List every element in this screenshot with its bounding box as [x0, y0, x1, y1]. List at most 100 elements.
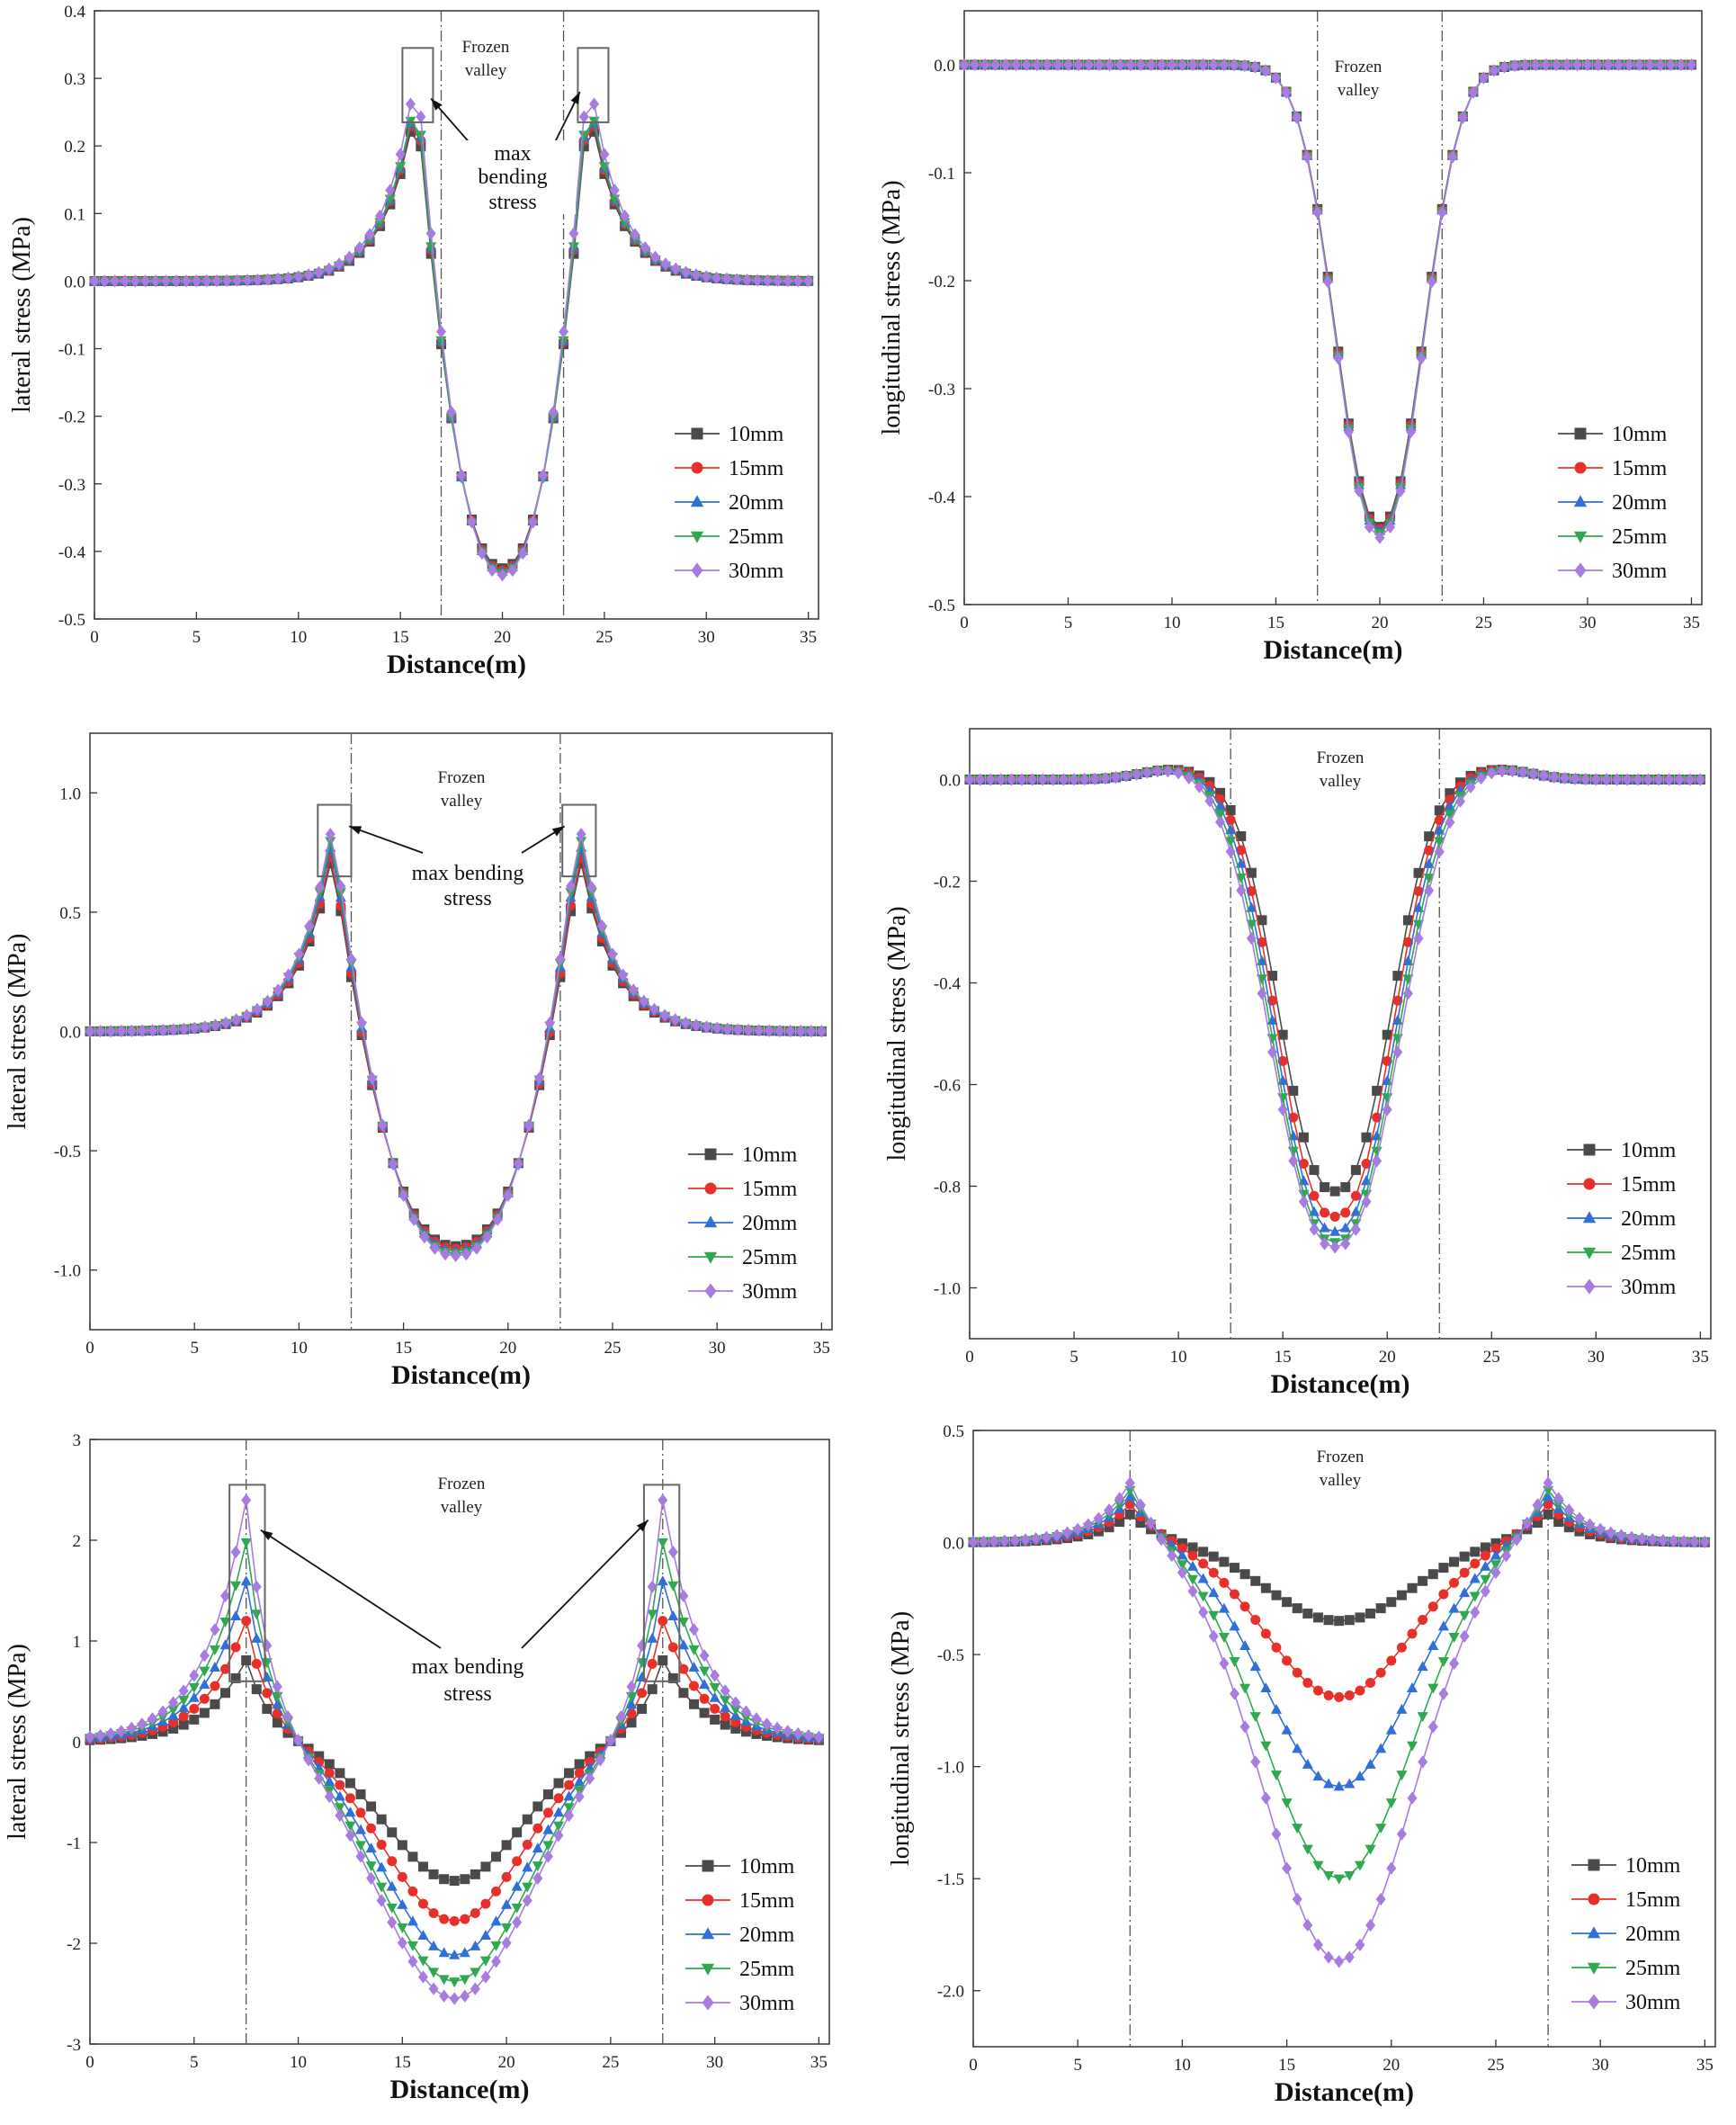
data-point: [451, 1249, 461, 1262]
data-point: [979, 1535, 989, 1548]
data-point: [1334, 1616, 1345, 1627]
data-point: [435, 336, 447, 346]
data-point: [440, 1247, 451, 1261]
data-point: [425, 227, 436, 240]
y-axis-label: longitudinal stress (MPa): [878, 180, 906, 435]
data-point: [477, 546, 488, 560]
data-point: [625, 1699, 638, 1709]
x-tick-label: 10: [290, 628, 307, 647]
data-point: [325, 858, 336, 869]
data-point: [460, 1914, 470, 1924]
data-point: [522, 1894, 532, 1907]
data-point: [199, 1649, 210, 1663]
data-point: [1350, 1165, 1361, 1176]
data-point: [605, 1733, 616, 1747]
data-point: [95, 1025, 106, 1038]
data-point: [293, 1733, 304, 1747]
annotation-text: stress: [443, 887, 491, 910]
data-point: [387, 1915, 398, 1929]
data-point: [386, 1880, 398, 1891]
data-point: [985, 773, 996, 786]
data-point: [449, 1949, 461, 1959]
data-point: [220, 1688, 231, 1699]
region-label-valley: valley: [441, 792, 483, 811]
data-point: [376, 1839, 387, 1850]
x-tick-label: 25: [1487, 2056, 1504, 2075]
data-point: [1480, 1584, 1490, 1598]
data-point: [179, 1022, 190, 1036]
data-point: [1553, 1517, 1564, 1528]
data-point: [1427, 1683, 1439, 1694]
data-point: [1124, 1509, 1135, 1520]
data-point: [232, 273, 243, 287]
data-point: [1334, 1955, 1345, 1968]
data-point: [1110, 770, 1121, 785]
data-point: [449, 1977, 461, 1988]
data-point: [1413, 931, 1424, 946]
data-point: [1418, 1575, 1428, 1586]
data-point: [1406, 1741, 1418, 1752]
data-point: [1302, 1678, 1313, 1689]
data-point: [667, 1581, 679, 1592]
data-point: [542, 1850, 553, 1863]
data-point: [220, 1663, 231, 1674]
data-point: [970, 58, 980, 72]
data-point: [345, 1778, 355, 1789]
data-point: [252, 273, 263, 287]
y-tick-label: 0.3: [64, 70, 85, 89]
x-tick-label: 15: [1267, 614, 1284, 632]
data-point: [1114, 1517, 1125, 1528]
data-point: [439, 1874, 450, 1885]
data-point: [181, 274, 192, 288]
data-point: [501, 1936, 512, 1950]
legend-label: 10mm: [729, 423, 784, 446]
data-point: [1208, 58, 1219, 72]
data-point: [637, 1703, 648, 1714]
legend-marker: [1573, 531, 1588, 543]
x-axis-label: Distance(m): [1275, 2077, 1414, 2107]
data-point: [334, 1790, 345, 1801]
data-point: [1571, 58, 1582, 72]
data-point: [1027, 773, 1038, 786]
data-point: [303, 1753, 314, 1767]
legend-marker: [703, 1251, 718, 1264]
data-point: [681, 265, 692, 279]
series-30mm: [959, 58, 1696, 544]
legend: 10mm 15mm 20mm 25mm 30mm: [1558, 423, 1668, 583]
legend: 10mm 15mm 20mm 25mm 30mm: [1567, 1139, 1677, 1299]
data-point: [220, 1589, 231, 1603]
data-point: [720, 1711, 730, 1722]
data-point: [1486, 767, 1497, 780]
y-tick-label: -0.5: [928, 596, 955, 615]
data-point: [365, 1843, 377, 1853]
data-point: [1574, 1511, 1585, 1525]
data-point: [1152, 765, 1163, 778]
data-point: [1270, 1703, 1283, 1714]
data-point: [501, 1871, 512, 1882]
data-point: [1271, 1827, 1282, 1841]
data-point: [1229, 1620, 1240, 1631]
data-point: [1225, 814, 1236, 825]
x-tick-label: 25: [595, 628, 613, 647]
data-point: [1312, 1771, 1324, 1781]
data-point: [1563, 1503, 1574, 1517]
data-point: [1382, 1029, 1392, 1040]
region-label-valley: valley: [1320, 1471, 1362, 1490]
data-point: [563, 1790, 575, 1801]
data-point: [503, 1188, 514, 1202]
data-point: [273, 272, 283, 286]
data-point: [1468, 85, 1479, 99]
data-point: [542, 1841, 554, 1852]
legend-marker: [1574, 427, 1587, 440]
data-point: [470, 1869, 480, 1879]
data-point: [89, 274, 100, 288]
legend-marker: [704, 1283, 717, 1299]
x-tick-label: 5: [1064, 614, 1073, 632]
data-point: [1229, 1656, 1240, 1667]
data-point: [231, 1013, 242, 1027]
data-point: [110, 274, 121, 288]
data-point: [1395, 484, 1406, 498]
data-point: [251, 1609, 263, 1620]
series-30mm: [85, 828, 827, 1262]
data-point: [209, 1662, 220, 1672]
